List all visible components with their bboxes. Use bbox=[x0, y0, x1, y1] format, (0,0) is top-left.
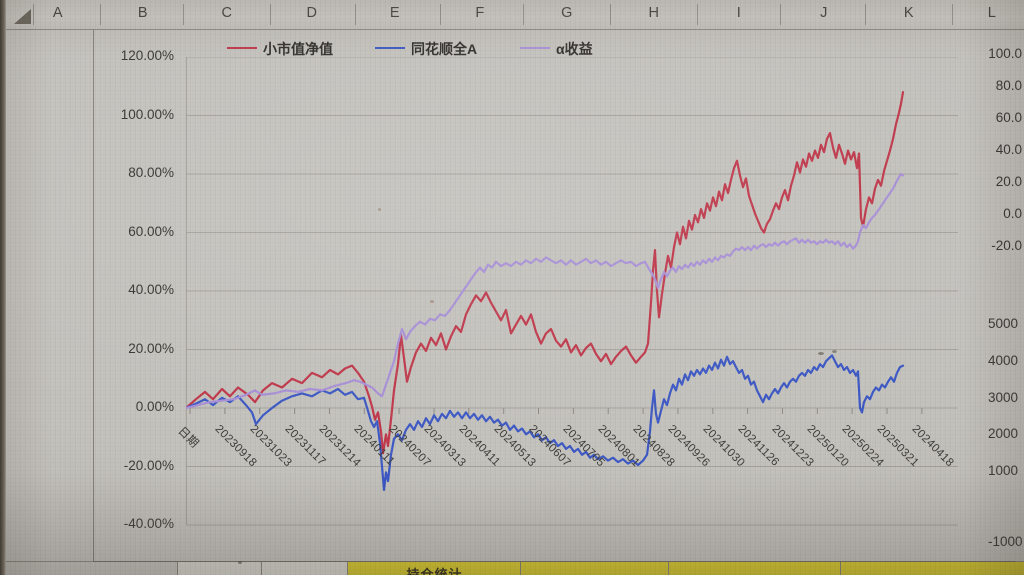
column-separator bbox=[780, 4, 781, 25]
column-separator bbox=[100, 4, 101, 25]
legend-label: α收益 bbox=[556, 41, 593, 57]
column-separator bbox=[523, 4, 524, 25]
secondary-axis-lower-label: 3000 bbox=[988, 389, 1019, 405]
secondary-axis-lower-label: 1000 bbox=[988, 463, 1019, 478]
column-separator bbox=[183, 4, 184, 25]
secondary-axis-lower-label: 5000 bbox=[988, 316, 1019, 331]
secondary-axis-upper-label: 20.0 bbox=[995, 174, 1022, 189]
column-header-G[interactable]: G bbox=[561, 5, 573, 21]
y-axis-label: 120.00% bbox=[120, 48, 174, 63]
y-axis-label: 60.00% bbox=[128, 223, 174, 239]
bottom-cell[interactable] bbox=[520, 562, 669, 575]
column-header-row: A B C D E F G H I J K L bbox=[6, 0, 1024, 30]
column-separator bbox=[270, 4, 271, 25]
column-separator bbox=[440, 4, 441, 25]
column-header-I[interactable]: I bbox=[736, 5, 742, 21]
screen-bezel-edge bbox=[0, 0, 6, 575]
y-axis-label: -40.00% bbox=[123, 516, 174, 531]
series-line-2 bbox=[186, 172, 905, 410]
column-header-C[interactable]: C bbox=[221, 5, 233, 21]
row-divider bbox=[6, 561, 1024, 562]
y-axis-label: 80.00% bbox=[128, 165, 174, 180]
secondary-axis-upper-label: -20.0 bbox=[991, 238, 1022, 253]
legend-label: 同花顺全A bbox=[411, 41, 478, 57]
secondary-axis-lower-label: 2000 bbox=[988, 426, 1019, 442]
column-separator bbox=[865, 4, 866, 25]
column-header-J[interactable]: J bbox=[820, 5, 828, 21]
select-all-corner[interactable] bbox=[14, 9, 31, 24]
column-header-B[interactable]: B bbox=[137, 5, 149, 21]
y-axis-label: -20.00% bbox=[123, 457, 174, 473]
secondary-axis-upper-label: 60.0 bbox=[995, 110, 1022, 125]
secondary-axis-lower-label: 4000 bbox=[988, 352, 1019, 368]
secondary-axis-lower-label: -1000 bbox=[988, 534, 1023, 549]
secondary-axis-upper-label: 100.0 bbox=[988, 46, 1022, 61]
bottom-cell[interactable] bbox=[668, 562, 841, 575]
y-axis-label: 0.00% bbox=[135, 399, 174, 414]
column-separator bbox=[33, 4, 34, 25]
column-header-H[interactable]: H bbox=[648, 5, 660, 21]
column-header-D[interactable]: D bbox=[306, 5, 318, 21]
column-header-K[interactable]: K bbox=[903, 5, 915, 21]
legend-label: 小市值净值 bbox=[263, 41, 333, 57]
y-axis-label: 100.00% bbox=[120, 106, 174, 122]
column-header-F[interactable]: F bbox=[475, 5, 485, 21]
series-line-0 bbox=[186, 90, 905, 455]
plot-area bbox=[186, 57, 958, 526]
column-header-E[interactable]: E bbox=[389, 5, 401, 21]
secondary-axis-upper-label: 40.0 bbox=[995, 142, 1022, 157]
series-line-1 bbox=[186, 354, 905, 491]
cell-text: 持仓统计 bbox=[406, 567, 463, 575]
chart-area[interactable] bbox=[93, 29, 1015, 562]
bottom-cell[interactable] bbox=[177, 562, 262, 575]
column-separator bbox=[610, 4, 611, 25]
column-header-A[interactable]: A bbox=[52, 5, 64, 21]
bottom-cell[interactable] bbox=[261, 562, 348, 575]
bottom-cell-title[interactable]: 持仓统计 bbox=[347, 562, 521, 575]
secondary-axis-upper-label: 80.0 bbox=[995, 78, 1022, 93]
secondary-axis-upper-label: 0.0 bbox=[1003, 206, 1022, 221]
blue-line-swatch bbox=[375, 47, 405, 49]
column-separator bbox=[952, 4, 953, 25]
red-line-swatch bbox=[227, 47, 257, 49]
bottom-cell[interactable] bbox=[840, 562, 1024, 575]
column-header-L[interactable]: L bbox=[987, 5, 997, 21]
purple-line-swatch bbox=[520, 47, 550, 49]
y-axis-label: 20.00% bbox=[128, 340, 174, 356]
y-axis-label: 40.00% bbox=[128, 282, 174, 297]
column-separator bbox=[697, 4, 698, 25]
column-separator bbox=[355, 4, 356, 25]
